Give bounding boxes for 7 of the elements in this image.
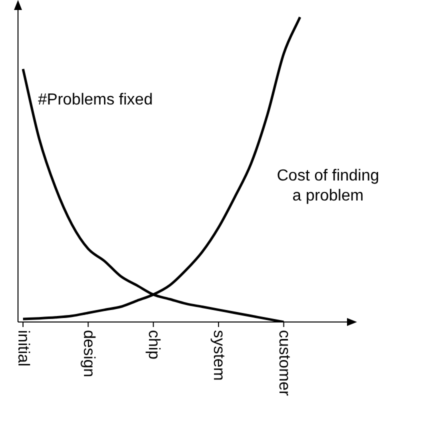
annotation: Cost of finding a problem — [276, 167, 380, 204]
x-tick-label: customer — [275, 330, 292, 396]
x-tick-label: system — [210, 330, 228, 381]
x-tick-label: chip — [144, 330, 162, 360]
x-tick-label: initial — [14, 330, 32, 366]
annotation: #Problems fixed — [38, 91, 153, 108]
x-tick-label: design — [80, 330, 97, 378]
